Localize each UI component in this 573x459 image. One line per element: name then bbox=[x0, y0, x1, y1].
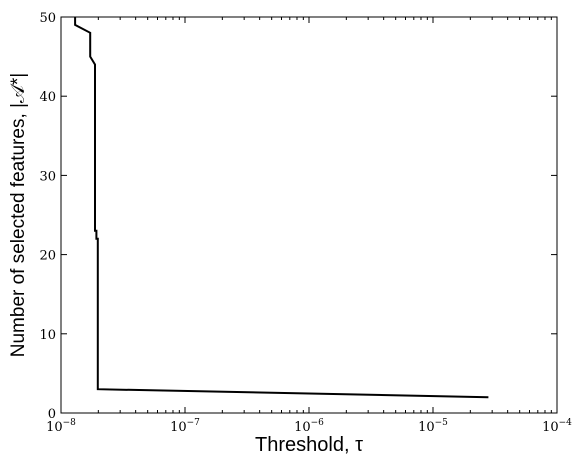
x-tick-label: 10−5 bbox=[418, 418, 448, 435]
x-axis-title: Threshold, τ bbox=[255, 434, 363, 456]
x-tick-label: 10−4 bbox=[542, 418, 572, 435]
y-axis-title: Number of selected features, |𝒜*| bbox=[8, 73, 29, 357]
y-tick-label: 10 bbox=[39, 328, 56, 343]
series-line bbox=[74, 17, 489, 399]
ticks-layer: 10−8 10−7 10−6 10−5 10−4 0 10 20 30 40 50 bbox=[39, 11, 572, 435]
plot-frame bbox=[60, 16, 558, 414]
y-tick-label: 30 bbox=[39, 169, 56, 184]
x-tick-label: 10−7 bbox=[170, 418, 200, 435]
y-tick-label: 0 bbox=[48, 407, 56, 422]
y-tick-label: 40 bbox=[39, 90, 56, 105]
series-layer bbox=[74, 17, 489, 399]
x-tick-label: 10−6 bbox=[294, 418, 324, 435]
plot-area bbox=[61, 17, 557, 413]
y-tick-label: 20 bbox=[39, 249, 56, 264]
y-tick-label: 50 bbox=[39, 11, 56, 26]
x-tick-label: 10−8 bbox=[46, 418, 76, 435]
